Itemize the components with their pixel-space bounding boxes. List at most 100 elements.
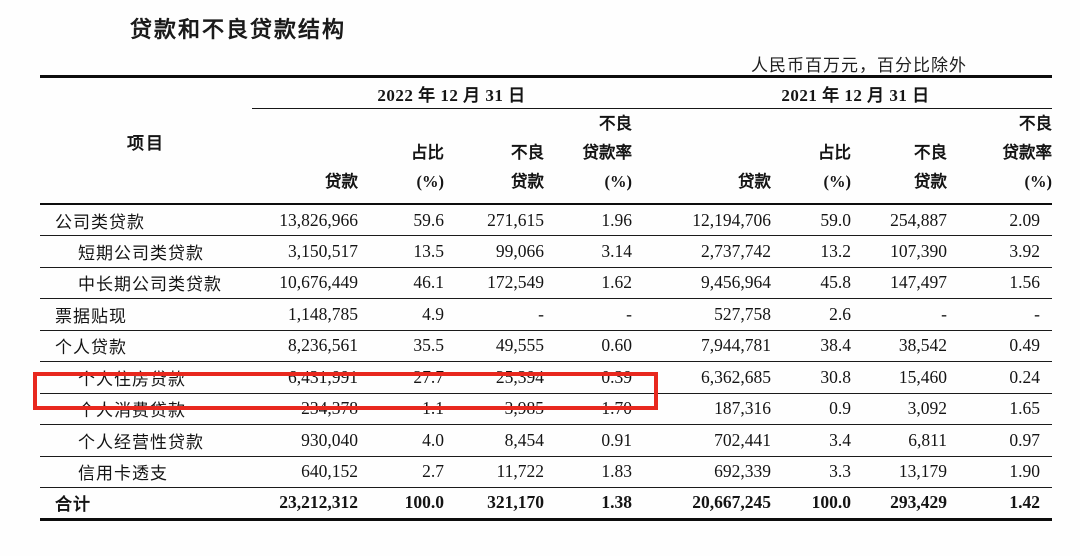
value-cell: 13.5 xyxy=(358,235,444,268)
col-header-loans-2022: 贷款 xyxy=(252,108,358,205)
year-header-row: 2022 年 12 月 31 日 2021 年 12 月 31 日 xyxy=(40,76,1052,109)
value-cell: 6,811 xyxy=(851,424,947,457)
row-label: 个人消费贷款 xyxy=(40,393,252,425)
value-cell: 3,092 xyxy=(851,393,947,425)
row-label: 票据贴现 xyxy=(40,298,252,331)
col-header-label: 贷款 xyxy=(325,172,358,191)
value-cell: 254,887 xyxy=(851,204,947,236)
col-header-label: 不良 xyxy=(1019,114,1052,133)
value-cell: 12,194,706 xyxy=(632,204,771,236)
value-cell: 23,212,312 xyxy=(279,492,358,513)
value-cell: 2.7 xyxy=(358,456,444,488)
value-cell: 1.56 xyxy=(947,267,1052,299)
year-header-2021: 2021 年 12 月 31 日 xyxy=(632,76,1052,109)
row-label: 个人经营性贷款 xyxy=(40,424,252,457)
table-header: 2022 年 12 月 31 日 2021 年 12 月 31 日 项目 贷款 … xyxy=(40,76,1053,205)
value-cell: - xyxy=(947,298,1052,331)
column-header-row: 项目 贷款 占比 (%) 不良 贷款 不良 贷款率 (%) xyxy=(40,108,1053,205)
col-header-label: 贷款率 xyxy=(1002,143,1053,162)
value-cell: 59.0 xyxy=(771,204,851,236)
value-cell: 38,542 xyxy=(851,330,947,362)
value-cell: 13.2 xyxy=(771,235,851,268)
value-cell: 640,152 xyxy=(252,456,358,488)
value-cell: 1.96 xyxy=(544,204,632,236)
value-cell: 0.60 xyxy=(544,330,632,362)
value-cell: 527,758 xyxy=(632,298,771,331)
value-cell: 2.6 xyxy=(771,298,851,331)
col-header-label: 占比 xyxy=(411,143,444,162)
table-row: 中长期公司类贷款 10,676,449 46.1 172,549 1.62 9,456,9… xyxy=(40,267,1052,299)
table-row: 公司类贷款 13,826,966 59.6 271,615 1.96 12,194,706… xyxy=(40,204,1052,236)
row-label: 信用卡透支 xyxy=(40,456,252,488)
value-cell: 1.62 xyxy=(544,267,632,299)
value-cell: 0.24 xyxy=(947,361,1052,394)
value-cell: 2,737,742 xyxy=(632,235,771,268)
row-label: 个人住房贷款 xyxy=(40,361,252,394)
col-header-label: 不良 xyxy=(914,143,947,162)
value-cell: 35.5 xyxy=(358,330,444,362)
value-cell: - xyxy=(444,298,544,331)
value-cell: 13,179 xyxy=(851,456,947,488)
col-header-npl-2021: 不良 贷款 xyxy=(851,108,947,205)
value-cell: 27.7 xyxy=(358,361,444,394)
value-cell: 1.38 xyxy=(601,492,632,513)
table-row: 个人住房贷款 6,431,991 27.7 25,394 0.39 6,362,685 30… xyxy=(40,361,1052,394)
value-cell: 30.8 xyxy=(771,361,851,394)
value-cell: 20,667,245 xyxy=(692,492,771,513)
col-header-label: 贷款 xyxy=(738,172,771,191)
value-cell: 172,549 xyxy=(444,267,544,299)
col-header-label: 贷款 xyxy=(914,172,947,191)
row-label: 合计 xyxy=(55,495,91,515)
value-cell: 187,316 xyxy=(632,393,771,425)
col-header-npl-2022: 不良 贷款 xyxy=(444,108,544,205)
value-cell: - xyxy=(851,298,947,331)
table-row: 短期公司类贷款 3,150,517 13.5 99,066 3.14 2,737,742 1… xyxy=(40,235,1052,268)
col-header-share-2021: 占比 (%) xyxy=(771,108,851,205)
value-cell: 11,722 xyxy=(444,456,544,488)
value-cell: 3,150,517 xyxy=(252,235,358,268)
value-cell: 59.6 xyxy=(358,204,444,236)
col-header-label: (%) xyxy=(604,172,633,191)
value-cell: 1,148,785 xyxy=(252,298,358,331)
value-cell: 234,378 xyxy=(252,393,358,425)
row-label: 个人贷款 xyxy=(40,330,252,362)
value-cell: 45.8 xyxy=(771,267,851,299)
value-cell: 1.42 xyxy=(1009,492,1040,513)
col-header-npl-ratio-2021: 不良 贷款率 (%) xyxy=(947,108,1053,205)
table-row: 个人经营性贷款 930,040 4.0 8,454 0.91 702,441 3.4 6,81… xyxy=(40,424,1052,457)
loans-npl-table: 2022 年 12 月 31 日 2021 年 12 月 31 日 项目 贷款 … xyxy=(40,75,1052,521)
table-body: 公司类贷款 13,826,966 59.6 271,615 1.96 12,194,706… xyxy=(40,204,1052,519)
table-row: 票据贴现 1,148,785 4.9- -527,758 2.6- - xyxy=(40,298,1052,331)
value-cell: 0.39 xyxy=(544,361,632,394)
col-header-label: 不良 xyxy=(599,114,632,133)
value-cell: 49,555 xyxy=(444,330,544,362)
value-cell: 147,497 xyxy=(851,267,947,299)
value-cell: 692,339 xyxy=(632,456,771,488)
col-header-label: (%) xyxy=(416,172,445,191)
value-cell: 9,456,964 xyxy=(632,267,771,299)
value-cell: 2.09 xyxy=(947,204,1052,236)
value-cell: 15,460 xyxy=(851,361,947,394)
unit-note: 人民币百万元，百分比除外 xyxy=(751,56,967,75)
table-row: 个人消费贷款 234,378 1.1 3,985 1.70 187,316 0.9 3,092… xyxy=(40,393,1052,425)
col-header-share-2022: 占比 (%) xyxy=(358,108,445,205)
value-cell: 46.1 xyxy=(358,267,444,299)
value-cell: 1.65 xyxy=(947,393,1052,425)
page-title: 贷款和不良贷款结构 xyxy=(130,17,347,42)
table-row: 信用卡透支 640,152 2.7 11,722 1.83 692,339 3.3 13,17… xyxy=(40,456,1052,488)
value-cell: 3.14 xyxy=(544,235,632,268)
col-header-label: 贷款 xyxy=(511,172,544,191)
value-cell: 1.83 xyxy=(544,456,632,488)
value-cell: 271,615 xyxy=(444,204,544,236)
col-header-label: 占比 xyxy=(818,143,851,162)
value-cell: 0.49 xyxy=(947,330,1052,362)
value-cell: 10,676,449 xyxy=(252,267,358,299)
col-header-label: 贷款率 xyxy=(582,143,633,162)
table-row: 个人贷款 8,236,561 35.5 49,555 0.60 7,944,781 38.4… xyxy=(40,330,1052,362)
value-cell: 6,431,991 xyxy=(252,361,358,394)
value-cell: 8,236,561 xyxy=(252,330,358,362)
value-cell: 0.91 xyxy=(544,424,632,457)
row-label: 短期公司类贷款 xyxy=(40,235,252,268)
value-cell: 4.9 xyxy=(358,298,444,331)
